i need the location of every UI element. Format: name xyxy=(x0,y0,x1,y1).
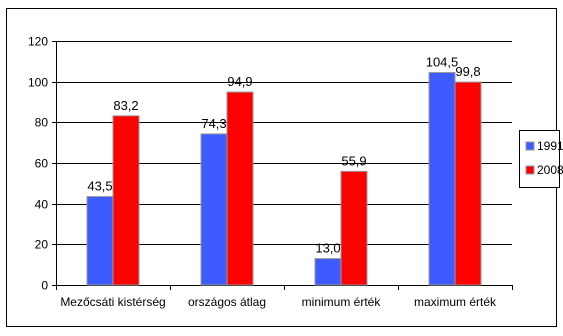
legend: 1991 2008 xyxy=(519,130,563,188)
data-label-1991-3: 104,5 xyxy=(426,55,459,70)
y-tick-label: 20 xyxy=(35,238,49,252)
bar-1991-3 xyxy=(428,72,456,286)
x-category-label: minimum érték xyxy=(302,295,382,309)
legend-swatch-2008 xyxy=(525,165,535,175)
legend-box xyxy=(519,130,560,188)
y-tick-label: 40 xyxy=(35,198,49,212)
data-labels: 43,5 83,2 74,3 94,9 13,0 55,9 104,599,8 xyxy=(87,55,480,256)
y-tick-label: 120 xyxy=(28,35,48,49)
data-label-2008-0: 83,2 xyxy=(113,98,138,113)
data-label-1991-1: 74,3 xyxy=(201,116,226,131)
data-label-2008-2: 55,9 xyxy=(341,153,366,168)
bar-2008-1 xyxy=(226,91,254,286)
y-tick-label: 0 xyxy=(41,279,48,293)
bar-1991-1 xyxy=(200,133,228,286)
y-tick-label: 100 xyxy=(28,76,48,90)
bar-1991-0 xyxy=(86,196,114,286)
bar-2008-0 xyxy=(112,115,140,286)
legend-label-2008: 2008 xyxy=(537,163,563,177)
legend-label-1991: 1991 xyxy=(537,139,563,153)
bar-1991-2 xyxy=(314,258,342,286)
x-category-label: országos átlag xyxy=(188,295,266,309)
x-category-label: maximum érték xyxy=(414,295,497,309)
y-tick-label: 80 xyxy=(35,116,49,130)
data-label-1991-0: 43,5 xyxy=(87,179,112,194)
y-tick-label: 60 xyxy=(35,157,49,171)
data-label-2008-3: 99,8 xyxy=(455,64,480,79)
data-label-2008-1: 94,9 xyxy=(227,74,252,89)
data-label-1991-2: 13,0 xyxy=(315,241,340,256)
legend-swatch-1991 xyxy=(525,141,535,151)
bar-2008-3 xyxy=(454,81,482,286)
bar-2008-2 xyxy=(340,170,368,286)
bars xyxy=(86,72,482,286)
x-category-label: Mezőcsáti kistérség xyxy=(60,295,165,309)
